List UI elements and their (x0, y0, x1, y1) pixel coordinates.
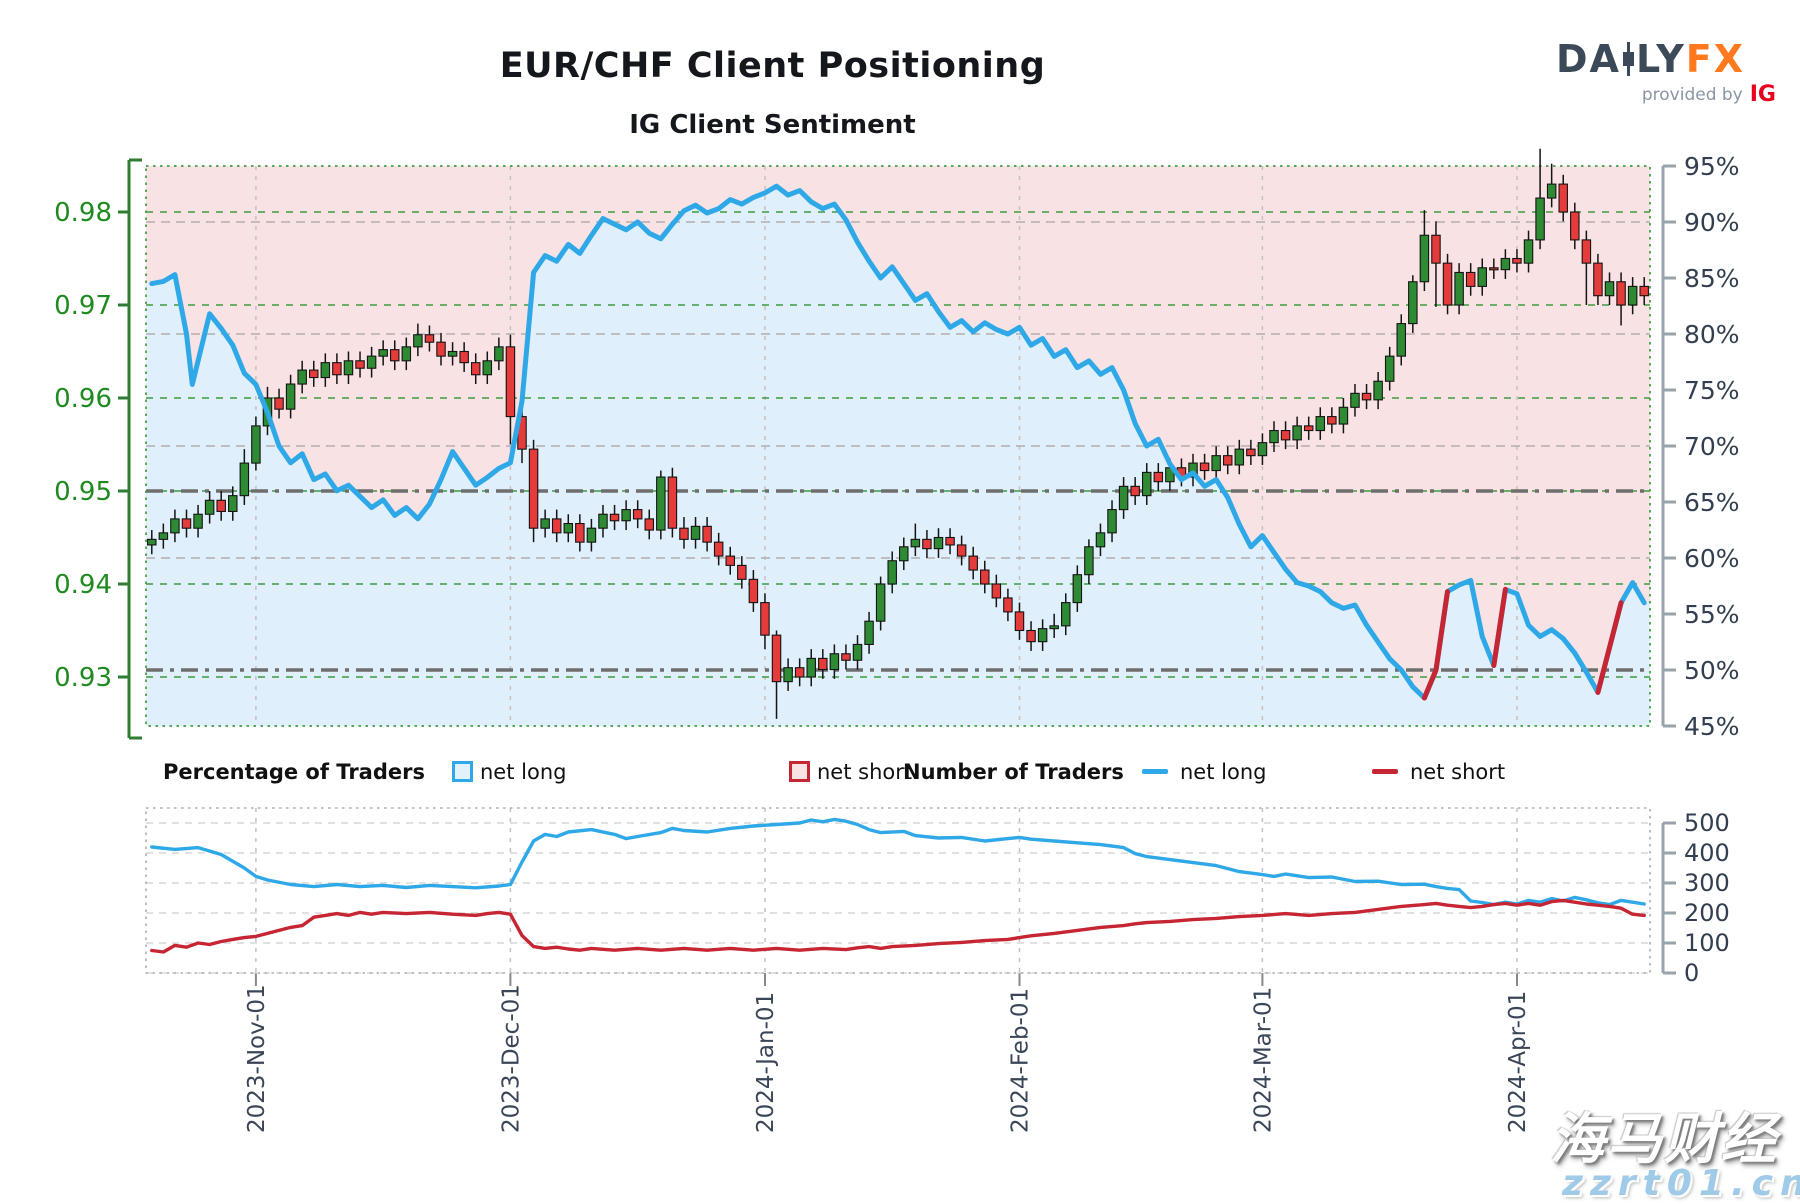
ig-logo: IG (1749, 82, 1776, 107)
svg-text:75%: 75% (1684, 376, 1740, 405)
net-short-num-swatch (1372, 769, 1398, 774)
svg-text:50%: 50% (1684, 656, 1740, 685)
svg-text:95%: 95% (1684, 152, 1740, 181)
legend-net-long-num: net long (1180, 760, 1267, 784)
net-long-num-swatch (1142, 769, 1168, 774)
chart-subtitle: IG Client Sentiment (629, 110, 916, 140)
svg-text:300: 300 (1684, 869, 1730, 897)
logo-text-da: DA (1556, 37, 1621, 81)
svg-text:2024-Apr-01: 2024-Apr-01 (1505, 991, 1531, 1133)
svg-text:65%: 65% (1684, 488, 1740, 517)
svg-text:90%: 90% (1684, 208, 1740, 237)
logo-text-ly: LY (1635, 37, 1686, 81)
legend-num-label: Number of Traders (903, 760, 1124, 784)
svg-text:80%: 80% (1684, 320, 1740, 349)
provided-by-text: provided by (1641, 84, 1743, 105)
svg-text:45%: 45% (1684, 712, 1740, 741)
net-short-pct-swatch (789, 761, 810, 782)
watermark-url: zzrt01.cn (1562, 1163, 1800, 1204)
candlestick-icon (1622, 42, 1634, 76)
svg-text:0.93: 0.93 (54, 663, 112, 693)
svg-text:100: 100 (1684, 929, 1730, 957)
dailyfx-wordmark: DA LY FX (1556, 40, 1776, 78)
page-title: EUR/CHF Client Positioning (499, 46, 1046, 86)
svg-text:500: 500 (1684, 809, 1730, 837)
legend-net-short-pct: net short (817, 760, 913, 784)
svg-text:0.97: 0.97 (54, 291, 112, 321)
svg-text:200: 200 (1684, 899, 1730, 927)
svg-text:2023-Dec-01: 2023-Dec-01 (498, 984, 524, 1133)
legend-net-long-pct: net long (480, 760, 567, 784)
svg-text:400: 400 (1684, 839, 1730, 867)
legend-row: Percentage of Traders net long net short… (0, 756, 1800, 796)
svg-text:0.96: 0.96 (54, 384, 112, 414)
svg-text:2023-Nov-01: 2023-Nov-01 (244, 984, 270, 1133)
svg-text:2024-Jan-01: 2024-Jan-01 (753, 992, 779, 1133)
svg-text:2024-Mar-01: 2024-Mar-01 (1250, 987, 1276, 1133)
svg-text:2024-Feb-01: 2024-Feb-01 (1007, 988, 1033, 1133)
svg-text:0.98: 0.98 (54, 198, 112, 228)
svg-text:55%: 55% (1684, 600, 1740, 629)
svg-text:70%: 70% (1684, 432, 1740, 461)
svg-text:60%: 60% (1684, 544, 1740, 573)
svg-text:85%: 85% (1684, 264, 1740, 293)
legend-pct-label: Percentage of Traders (163, 760, 425, 784)
watermark-chinese: 海马财经 (1550, 1107, 1779, 1171)
logo-text-fx: FX (1685, 37, 1746, 81)
legend-net-short-num: net short (1410, 760, 1506, 784)
svg-text:0.95: 0.95 (54, 477, 112, 507)
svg-text:0.94: 0.94 (54, 570, 112, 600)
provided-by-row: provided by IG (1556, 82, 1776, 107)
svg-text:0: 0 (1684, 959, 1699, 987)
net-long-pct-swatch (452, 761, 473, 782)
dailyfx-logo: DA LY FX provided by IG (1556, 40, 1776, 107)
